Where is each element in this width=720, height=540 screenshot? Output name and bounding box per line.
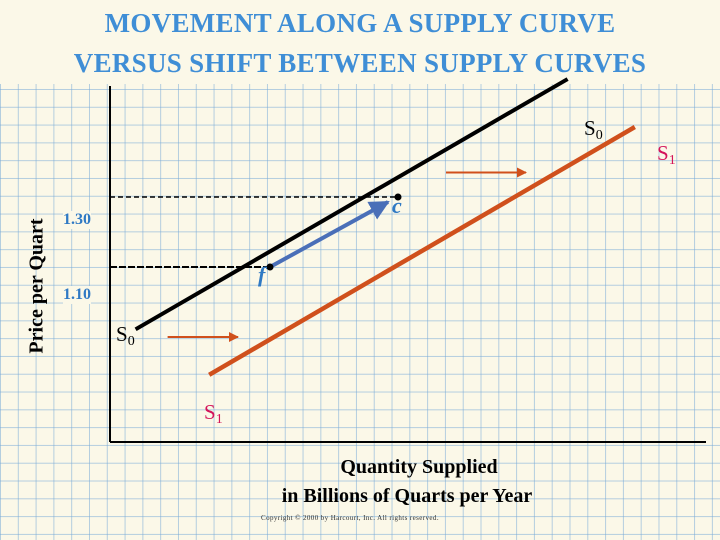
copyright-notice: Copyright © 2000 by Harcourt, Inc. All r…	[261, 514, 439, 522]
supply-curve-s1	[208, 125, 636, 377]
page-title-line2: VERSUS SHIFT BETWEEN SUPPLY CURVES	[0, 47, 720, 79]
y-axis-label: Price per Quart	[25, 218, 48, 354]
movement-arrow-f-to-c	[269, 200, 390, 269]
point-label-f: f	[258, 262, 266, 287]
supply-curve-s0	[134, 77, 569, 332]
y-tick-label-1-30: 1.30	[63, 211, 91, 229]
x-axis-label-line1: Quantity Supplied	[340, 456, 498, 478]
point-f	[266, 263, 274, 271]
curve-label-s0-bottom: S0	[116, 322, 135, 349]
curve-label-s0-top: S0	[584, 116, 603, 143]
curve-label-s1-bottom: S1	[204, 400, 223, 427]
curve-label-s1-top: S1	[657, 141, 676, 168]
y-tick-label-1-10: 1.10	[63, 286, 91, 304]
page-title-line1: MOVEMENT ALONG A SUPPLY CURVE	[0, 7, 720, 39]
x-axis-label-line2: in Billions of Quarts per Year	[281, 485, 533, 507]
point-c	[394, 193, 402, 201]
point-label-c: c	[392, 193, 402, 218]
